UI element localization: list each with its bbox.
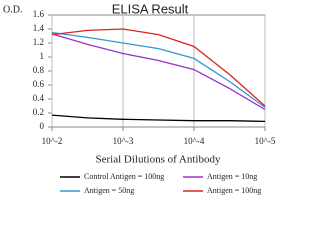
legend-label: Antigen = 100ng — [207, 186, 261, 195]
chart: ELISA Result O.D. Serial Dilutions of An… — [3, 1, 276, 195]
x-axis-label: Serial Dilutions of Antibody — [96, 154, 221, 166]
x-tick-label: 10^-4 — [184, 136, 205, 146]
y-tick-label: 0.4 — [33, 93, 45, 103]
series-line — [51, 114, 266, 123]
x-tick-label: 10^-3 — [113, 136, 134, 146]
y-tick-label: 0.2 — [33, 107, 44, 117]
y-tick-label: 1.4 — [33, 23, 45, 33]
y-tick-label: 1 — [40, 51, 45, 61]
y-tick-label: 1.6 — [33, 9, 45, 19]
x-tick-label: 10^-5 — [255, 136, 276, 146]
y-tick-label: 0.8 — [33, 65, 45, 75]
legend-label: Antigen = 50ng — [84, 186, 134, 195]
legend-label: Antigen = 10ng — [207, 172, 257, 181]
y-tick-label: 1.2 — [33, 37, 44, 47]
y-tick-label: 0.6 — [33, 79, 45, 89]
plot-area — [51, 14, 266, 128]
y-tick-label: 0 — [40, 121, 45, 131]
legend-label: Control Antigen = 100ng — [84, 172, 164, 181]
x-tick-label: 10^-2 — [42, 136, 63, 146]
series-line — [51, 28, 266, 107]
chart-title: ELISA Result — [112, 1, 189, 16]
series-line — [51, 33, 266, 111]
series-line — [51, 31, 266, 108]
y-axis-label: O.D. — [3, 4, 22, 15]
